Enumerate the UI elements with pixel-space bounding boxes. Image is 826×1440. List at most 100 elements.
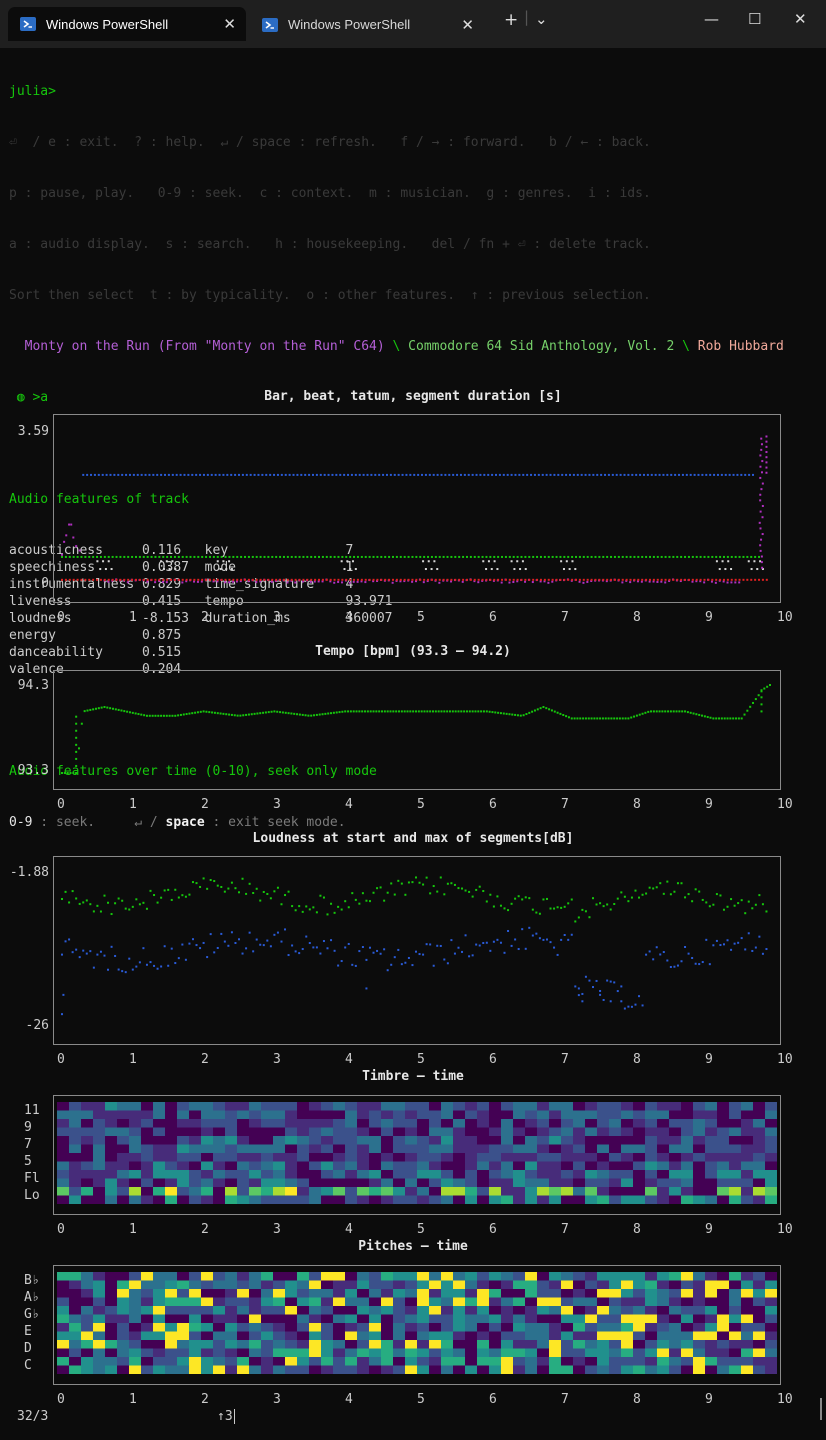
close-tab-icon[interactable]: ✕ bbox=[223, 16, 236, 33]
beat-duration-point bbox=[279, 555, 282, 558]
loudness-start-point bbox=[464, 934, 467, 937]
heatmap-cell bbox=[285, 1365, 298, 1374]
loudness-max-point bbox=[64, 890, 67, 893]
heatmap-cell bbox=[153, 1178, 166, 1188]
loudness-start-point bbox=[153, 964, 156, 967]
new-tab-button[interactable]: + bbox=[504, 10, 519, 30]
heatmap-cell bbox=[633, 1323, 646, 1332]
tempo-point bbox=[760, 689, 763, 692]
heatmap-cell bbox=[537, 1280, 550, 1290]
heatmap-cell bbox=[741, 1297, 754, 1307]
bar-duration-point bbox=[206, 473, 209, 476]
heatmap-cell bbox=[117, 1306, 130, 1315]
loudness-max-point bbox=[315, 911, 318, 914]
tempo-point bbox=[75, 722, 78, 725]
heatmap-cell bbox=[369, 1119, 382, 1128]
tempo-point bbox=[276, 710, 279, 713]
heatmap-cell bbox=[561, 1314, 574, 1324]
loudness-max-point bbox=[103, 894, 106, 897]
heatmap-cell bbox=[93, 1136, 106, 1145]
heatmap-cell bbox=[261, 1340, 274, 1349]
bar-duration-point bbox=[432, 473, 435, 476]
heatmap-cell bbox=[657, 1331, 670, 1341]
heatmap-cell bbox=[417, 1314, 430, 1324]
heatmap-cell bbox=[717, 1119, 730, 1128]
heatmap-cell bbox=[753, 1357, 766, 1366]
beat-duration-point bbox=[672, 555, 675, 558]
heatmap-cell bbox=[525, 1170, 538, 1179]
heatmap-cell bbox=[429, 1331, 442, 1341]
heatmap-cell bbox=[237, 1102, 250, 1111]
beat-duration-point bbox=[318, 555, 321, 558]
tempo-point bbox=[179, 713, 182, 716]
segment-duration-point bbox=[294, 581, 297, 584]
segment-duration-point bbox=[360, 578, 363, 581]
heatmap-cell bbox=[93, 1323, 106, 1332]
segment-duration-point bbox=[531, 581, 534, 584]
heatmap-cell bbox=[657, 1280, 670, 1290]
segment-duration-point bbox=[162, 578, 165, 581]
heatmap-cell bbox=[729, 1144, 742, 1154]
tab-powershell-2[interactable]: Windows PowerShell ✕ bbox=[250, 9, 484, 40]
heatmap-cell bbox=[393, 1178, 406, 1188]
loudness-start-point bbox=[655, 946, 658, 949]
scrollbar[interactable] bbox=[820, 1398, 822, 1420]
terminal-output[interactable]: julia> ⏎ / e : exit. ? : help. ↵ / space… bbox=[9, 48, 819, 848]
heatmap-cell bbox=[177, 1136, 190, 1145]
heatmap-cell bbox=[357, 1306, 370, 1315]
beat-duration-point bbox=[399, 555, 402, 558]
heatmap-cell bbox=[321, 1323, 334, 1332]
heatmap-cell bbox=[585, 1297, 598, 1307]
segment-duration-point bbox=[388, 578, 391, 581]
heatmap-cell bbox=[717, 1178, 730, 1188]
heatmap-cell bbox=[273, 1187, 286, 1196]
tempo-point bbox=[307, 714, 310, 717]
tab-dropdown-button[interactable]: ⌄ bbox=[535, 10, 548, 28]
loudness-start-point bbox=[549, 941, 552, 944]
tempo-point bbox=[531, 710, 534, 713]
heatmap-cell bbox=[681, 1340, 694, 1349]
bar-duration-point bbox=[736, 473, 739, 476]
heatmap-cell bbox=[213, 1280, 226, 1290]
beat-duration-point bbox=[345, 555, 348, 558]
bar-duration-point bbox=[705, 473, 708, 476]
heatmap-cell bbox=[213, 1127, 226, 1137]
heatmap-cell bbox=[741, 1136, 754, 1145]
maximize-button[interactable]: ☐ bbox=[748, 10, 762, 28]
beat-duration-point bbox=[228, 555, 231, 558]
segment-duration-point bbox=[127, 578, 130, 581]
y-tick-label: 11 bbox=[24, 1103, 40, 1118]
heatmap-cell bbox=[321, 1289, 334, 1298]
segment-duration-point bbox=[165, 581, 168, 584]
heatmap-cell bbox=[153, 1365, 166, 1374]
heatmap-cell bbox=[69, 1170, 82, 1179]
heatmap-cell bbox=[585, 1365, 598, 1374]
heatmap-cell bbox=[201, 1102, 214, 1111]
bar-duration-point bbox=[421, 473, 424, 476]
heatmap-cell bbox=[321, 1110, 334, 1120]
tempo-point bbox=[686, 711, 689, 714]
beat-duration-point bbox=[232, 555, 235, 558]
heatmap-cell bbox=[357, 1102, 370, 1111]
close-tab-icon[interactable]: ✕ bbox=[461, 16, 474, 34]
tempo-point bbox=[378, 710, 381, 713]
heatmap-cell bbox=[249, 1119, 262, 1128]
close-window-button[interactable]: ✕ bbox=[794, 10, 807, 28]
heatmap-cell bbox=[201, 1127, 214, 1137]
tempo-point bbox=[267, 711, 270, 714]
heatmap-cell bbox=[573, 1272, 586, 1281]
beat-duration-point bbox=[528, 555, 531, 558]
heatmap-cell bbox=[729, 1136, 742, 1145]
heatmap-cell bbox=[465, 1365, 478, 1374]
loudness-max-point bbox=[450, 882, 453, 885]
heatmap-cell bbox=[297, 1178, 310, 1188]
minimize-button[interactable]: — bbox=[704, 10, 719, 28]
segment-duration-point bbox=[516, 580, 519, 583]
segment-duration-point bbox=[605, 580, 608, 583]
tempo-point bbox=[236, 714, 239, 717]
segment-duration-point bbox=[559, 578, 562, 581]
heatmap-cell bbox=[405, 1323, 418, 1332]
loudness-start-point bbox=[107, 968, 110, 971]
command-input[interactable]: ↑3 bbox=[217, 1409, 243, 1424]
tab-powershell-1[interactable]: Windows PowerShell ✕ bbox=[8, 7, 246, 41]
